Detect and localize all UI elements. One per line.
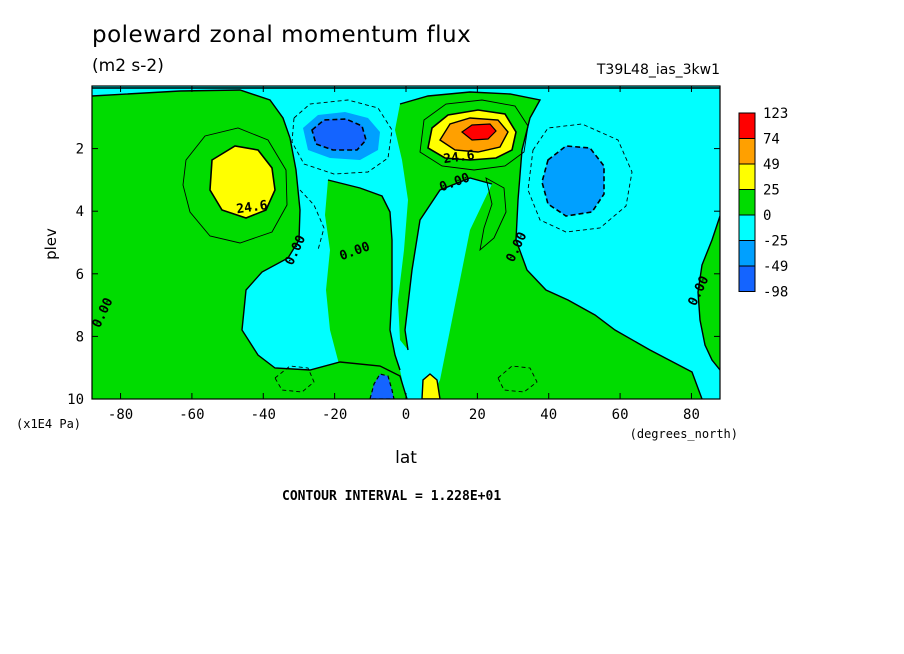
x-axis-units: (degrees_north) — [630, 427, 738, 441]
green-region-nh — [395, 92, 702, 399]
colorbar-label: -49 — [763, 259, 788, 275]
x-axis-title: lat — [395, 448, 417, 468]
colorbar-label: 49 — [763, 157, 780, 173]
colorbar-label: -98 — [763, 285, 788, 301]
positive-blob-surface — [421, 373, 441, 399]
x-tick-label: 60 — [612, 407, 629, 423]
contour-label: 24.6 — [236, 198, 269, 217]
positive-blob-sh — [209, 145, 276, 219]
contour-label: 24.6 — [442, 148, 475, 167]
y-tick-label: 4 — [76, 204, 84, 220]
colorbar-swatch — [738, 265, 756, 292]
x-tick-label: -40 — [251, 407, 276, 423]
x-tick-label: -80 — [108, 407, 133, 423]
colorbar: 123 74 49 25 0 -25 -49 -98 — [738, 106, 788, 301]
negative-blob-nh — [541, 145, 605, 217]
page-title: poleward zonal momentum flux — [92, 22, 472, 48]
colorbar-label: 74 — [763, 132, 780, 148]
y-tick-label: 10 — [67, 392, 84, 408]
x-tick-label: -60 — [179, 407, 204, 423]
y-axis-units: (x1E4 Pa) — [16, 417, 81, 431]
plot-area — [92, 86, 720, 399]
y-axis-title: plev — [42, 228, 60, 260]
y-tick-label: 2 — [76, 142, 84, 158]
colorbar-swatch — [738, 112, 756, 139]
positive-blob-nh-core — [460, 123, 497, 141]
colorbar-swatch — [738, 240, 756, 267]
colorbar-label: 0 — [763, 208, 771, 224]
y-axis: 2 4 6 8 10 — [67, 142, 720, 408]
contour-interval-note: CONTOUR INTERVAL = 1.228E+01 — [282, 489, 502, 504]
x-tick-label: 40 — [540, 407, 557, 423]
colorbar-label: 25 — [763, 183, 780, 199]
colorbar-label: -25 — [763, 234, 788, 250]
x-tick-label: 0 — [402, 407, 410, 423]
negative-blob-surface — [369, 373, 395, 399]
y-tick-label: 6 — [76, 267, 84, 283]
green-region-nh-edge — [698, 216, 720, 370]
x-tick-label: 80 — [683, 407, 700, 423]
negative-blob-sh-inner — [311, 118, 367, 151]
units-label: (m2 s-2) — [92, 56, 164, 76]
y-tick-label: 8 — [76, 329, 84, 345]
colorbar-swatch — [738, 163, 756, 190]
negative-contours — [274, 99, 633, 393]
colorbar-label: 123 — [763, 106, 788, 122]
x-axis: -80 -60 -40 -20 0 20 40 60 80 — [108, 86, 700, 423]
colorbar-swatch — [738, 189, 756, 216]
colorbar-swatch — [738, 138, 756, 165]
green-region-sh — [92, 90, 407, 399]
green-region-equator — [325, 180, 406, 399]
x-tick-label: 20 — [469, 407, 486, 423]
x-tick-label: -20 — [322, 407, 347, 423]
run-id-label: T39L48_ias_3kw1 — [596, 62, 720, 78]
colorbar-swatch — [738, 214, 756, 241]
